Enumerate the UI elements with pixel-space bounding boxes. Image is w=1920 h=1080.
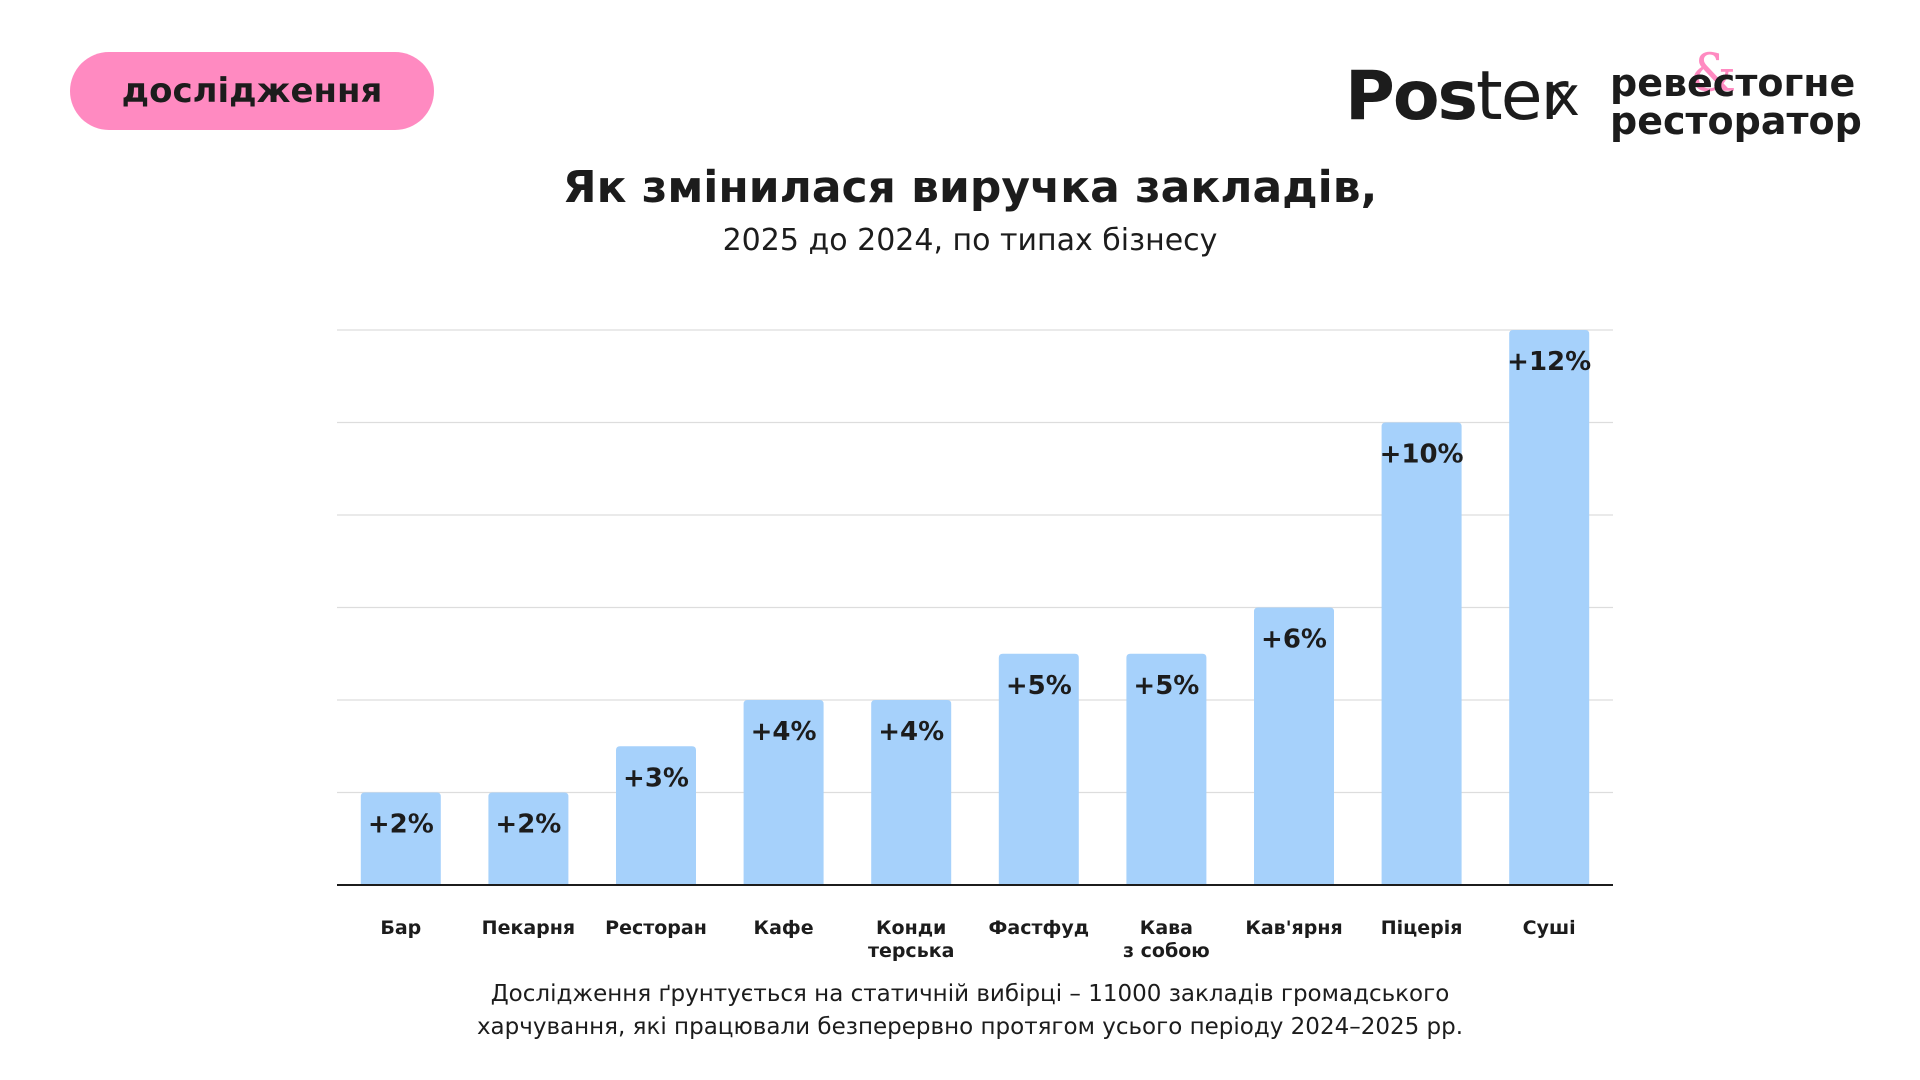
x-tick-label: Пекарня	[482, 917, 575, 939]
bar	[1381, 422, 1462, 885]
x-tick-label: Фастфуд	[989, 917, 1090, 939]
x-tick-label: Ресторан	[605, 917, 707, 939]
research-badge: дослідження	[70, 52, 434, 130]
bar	[743, 700, 824, 885]
footnote: Дослідження ґрунтується на статичній виб…	[0, 978, 1920, 1044]
x-tick-label-line: Ресторан	[605, 917, 707, 939]
bar-chart: +2% Бар +2% Пекарня +3% Ресторан +4% Кафе +4% Кон…	[337, 329, 1613, 962]
bar	[871, 700, 952, 885]
bar	[616, 746, 696, 885]
x-tick-label-line: Кафе	[754, 917, 814, 939]
bar	[1254, 607, 1334, 885]
bar	[1126, 653, 1207, 885]
bar-value-label: +2%	[495, 810, 561, 840]
footnote-line1: Дослідження ґрунтується на статичній виб…	[490, 981, 1450, 1007]
x-tick-label-line: Піцерія	[1381, 917, 1463, 939]
bar-value-label: +5%	[1006, 671, 1072, 701]
partner-logo-ampersand: &	[1690, 44, 1737, 104]
x-tick-label-line: з собою	[1123, 940, 1210, 962]
x-tick-label-line: Конди	[876, 917, 946, 939]
footnote-line2: харчування, які працювали безперервно пр…	[476, 1014, 1464, 1040]
bar-value-label: +12%	[1507, 347, 1591, 377]
bar-value-label: +6%	[1261, 625, 1327, 655]
bar-value-label: +2%	[368, 810, 434, 840]
partner-logo-line2: ресторатор	[1610, 99, 1862, 143]
bar	[488, 792, 569, 885]
x-tick-label: Кава з собою	[1123, 917, 1210, 962]
x-tick-label-line: Кав'ярня	[1245, 917, 1342, 939]
bar-value-label: +3%	[623, 763, 689, 793]
x-tick-label-line: Суші	[1523, 917, 1576, 939]
chart-subtitle: 2025 до 2024, по типах бізнесу	[722, 223, 1218, 258]
x-tick-label: Піцерія	[1381, 917, 1463, 939]
x-tick-label-line: Пекарня	[482, 917, 575, 939]
x-tick-label: Суші	[1523, 917, 1576, 939]
x-tick-label-line: Кава	[1140, 917, 1193, 939]
partner-logo: ревеcтогне ресторатор	[1610, 64, 1880, 140]
bar-value-label: +10%	[1380, 440, 1464, 470]
bar	[1509, 330, 1590, 885]
x-tick-label: Конди терська	[868, 917, 955, 962]
x-tick-label-line: Фастфуд	[989, 917, 1090, 939]
bar-value-label: +4%	[878, 717, 944, 747]
poster-logo: Poster	[1345, 57, 1569, 137]
bar	[998, 653, 1079, 885]
partner-logo-line1: ревеcтогне	[1610, 61, 1856, 105]
poster-logo-bold: Pos	[1345, 57, 1478, 136]
bar-value-label: +5%	[1133, 671, 1199, 701]
x-tick-label-line: терська	[868, 940, 955, 962]
x-tick-label-line: Бар	[380, 917, 421, 939]
bar	[360, 792, 441, 885]
chart-title: Як змінилася виручка закладів,	[562, 162, 1378, 213]
x-tick-label: Кав'ярня	[1245, 917, 1342, 939]
x-tick-label: Бар	[380, 917, 421, 939]
x-tick-label: Кафе	[754, 917, 814, 939]
logo-separator: x	[1548, 65, 1580, 128]
bar-value-label: +4%	[751, 717, 817, 747]
poster-logo-light: ter	[1476, 57, 1568, 136]
